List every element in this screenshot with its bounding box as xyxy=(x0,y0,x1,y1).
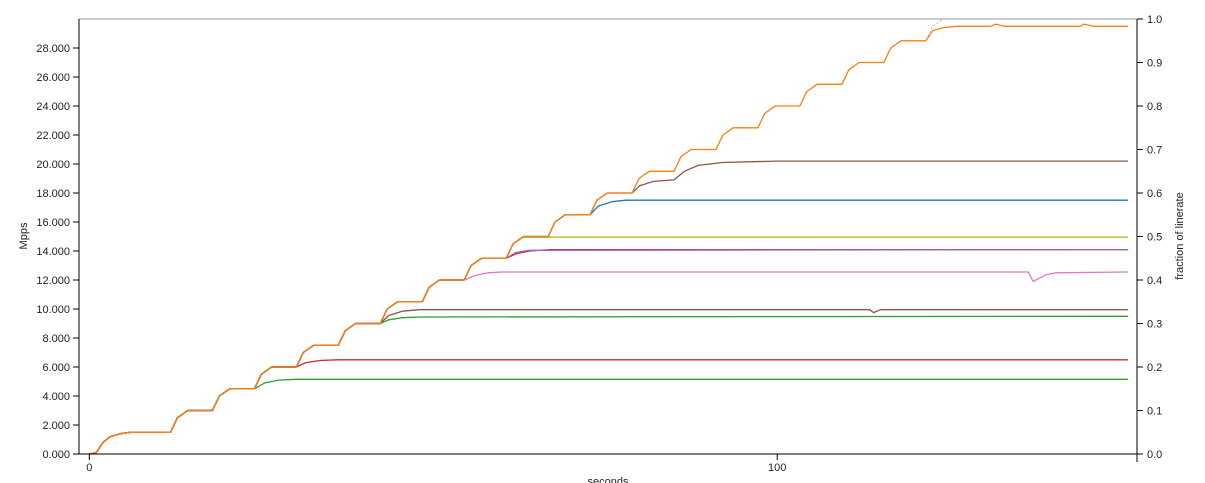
y-tick: 6.000 xyxy=(42,362,79,374)
y2-tick-label: 0.6 xyxy=(1147,188,1162,200)
y2-tick: 0.0 xyxy=(1137,449,1162,461)
y2-tick-label: 0.2 xyxy=(1147,362,1162,374)
x-tick-label: 100 xyxy=(768,462,786,474)
y2-tick: 0.9 xyxy=(1137,58,1162,70)
y2-tick: 1.0 xyxy=(1137,14,1162,26)
y2-tick-label: 0.7 xyxy=(1147,145,1162,157)
y-tick: 12.000 xyxy=(36,275,79,287)
y2-tick-label: 0.1 xyxy=(1147,406,1162,418)
series-line-1 xyxy=(89,378,1129,455)
y-tick-label: 22.000 xyxy=(36,130,70,142)
y-tick-label: 24.000 xyxy=(36,101,70,113)
series-line-4 xyxy=(89,315,1129,455)
y2-tick: 0.1 xyxy=(1137,406,1162,418)
y-tick-label: 12.000 xyxy=(36,275,70,287)
series-layer xyxy=(89,18,1129,455)
x-tick: 0 xyxy=(86,454,92,474)
y2-tick-label: 0.3 xyxy=(1147,319,1162,331)
y-tick: 26.000 xyxy=(36,72,79,84)
y-tick-label: 4.000 xyxy=(42,391,70,403)
y2-tick: 0.6 xyxy=(1137,188,1162,200)
y2-tick-label: 0.8 xyxy=(1147,101,1162,113)
y2-tick-label: 0.9 xyxy=(1147,58,1162,70)
y-tick: 20.000 xyxy=(36,159,79,171)
x-tick-label: 0 xyxy=(86,462,92,474)
y2-tick-label: 1.0 xyxy=(1147,14,1162,26)
series-line-9 xyxy=(89,199,1129,455)
y-tick: 4.000 xyxy=(42,391,79,403)
series-line-3 xyxy=(89,309,1129,455)
series-line-10 xyxy=(89,160,1129,455)
y-tick-label: 0.000 xyxy=(42,449,70,461)
y-tick-label: 6.000 xyxy=(42,362,70,374)
y-tick-label: 28.000 xyxy=(36,43,70,55)
y-tick: 16.000 xyxy=(36,217,79,229)
y2-tick-label: 0.4 xyxy=(1147,275,1162,287)
y-tick-label: 2.000 xyxy=(42,420,70,432)
y2-tick: 0.2 xyxy=(1137,362,1162,374)
series-line-6 xyxy=(89,248,1129,455)
y-tick: 18.000 xyxy=(36,188,79,200)
y-tick: 2.000 xyxy=(42,420,79,432)
y2-tick-label: 0.5 xyxy=(1147,232,1162,244)
y2-axis-label: fraction of linerate xyxy=(1174,192,1186,279)
series-line-2 xyxy=(89,359,1129,455)
y2-tick: 0.5 xyxy=(1137,232,1162,244)
y2-tick: 0.8 xyxy=(1137,101,1162,113)
y-tick: 10.000 xyxy=(36,304,79,316)
x-axis-label: seconds xyxy=(588,476,629,483)
y2-tick: 0.4 xyxy=(1137,275,1162,287)
y-tick-label: 20.000 xyxy=(36,159,70,171)
y-axis-label: Mpps xyxy=(18,222,30,249)
y-tick: 28.000 xyxy=(36,43,79,55)
series-line-8 xyxy=(89,236,1129,455)
y-tick: 14.000 xyxy=(36,246,79,258)
axes: 0.000 2.000 4.000 6.000 8.000 10.000 12.000 14.… xyxy=(36,14,1162,474)
series-line-5 xyxy=(89,271,1129,455)
y-tick-label: 10.000 xyxy=(36,304,70,316)
y-tick: 0.000 xyxy=(42,449,79,461)
y2-tick-label: 0.0 xyxy=(1147,449,1162,461)
y-tick-label: 16.000 xyxy=(36,217,70,229)
y-tick-label: 8.000 xyxy=(42,333,70,345)
y-tick: 8.000 xyxy=(42,333,79,345)
y-tick-label: 18.000 xyxy=(36,188,70,200)
y-tick-label: 26.000 xyxy=(36,72,70,84)
y-tick: 22.000 xyxy=(36,130,79,142)
x-tick: 100 xyxy=(768,454,786,474)
y2-tick: 0.3 xyxy=(1137,319,1162,331)
series-line-11 xyxy=(89,23,1129,455)
y2-tick: 0.7 xyxy=(1137,145,1162,157)
y-tick-label: 14.000 xyxy=(36,246,70,258)
y-tick: 24.000 xyxy=(36,101,79,113)
series-line-7 xyxy=(89,248,1129,455)
